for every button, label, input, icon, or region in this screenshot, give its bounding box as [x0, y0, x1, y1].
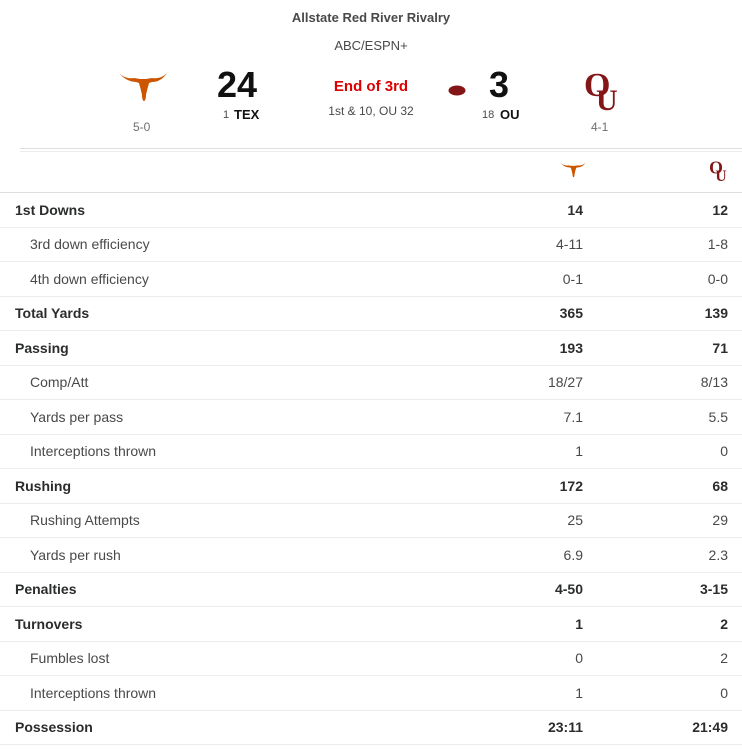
home-stat-value: 6.9: [433, 537, 583, 573]
away-stat-value: 3-15: [583, 572, 742, 607]
stat-label: Turnovers: [0, 606, 433, 642]
away-stat-value: 71: [583, 330, 742, 366]
away-stat-value: 21:49: [583, 710, 742, 745]
stat-row: Total Yards 365 139: [0, 296, 742, 331]
home-stat-value: 4-50: [433, 572, 583, 607]
stats-header-row: O U: [0, 152, 742, 193]
stat-label: 3rd down efficiency: [0, 227, 433, 262]
stat-row: Yards per rush 6.9 2.3: [0, 537, 742, 573]
home-stat-value: 1: [433, 606, 583, 642]
away-score: 3: [489, 64, 510, 105]
home-stat-value: 1: [433, 675, 583, 711]
stat-row: 1st Downs 14 12: [0, 192, 742, 228]
stat-row: Passing 193 71: [0, 330, 742, 366]
home-stat-value: 23:11: [433, 710, 583, 745]
home-team-abbr[interactable]: TEX: [234, 107, 260, 122]
home-stat-value: 1: [433, 434, 583, 469]
home-stat-value: 18/27: [433, 365, 583, 400]
game-status: End of 3rd: [333, 78, 409, 95]
stat-row: Rushing Attempts 25 29: [0, 503, 742, 538]
home-stat-value: 25: [433, 503, 583, 538]
svg-text:U: U: [596, 84, 618, 112]
longhorn-small-icon: [560, 162, 586, 177]
home-stat-value: 172: [433, 468, 583, 504]
stat-label-header: [0, 152, 433, 193]
home-stat-value: 193: [433, 330, 583, 366]
away-rank: 18: [482, 109, 495, 121]
stat-row: Penalties 4-50 3-15: [0, 572, 742, 607]
header-divider: [20, 148, 742, 149]
stat-row: Possession 23:11 21:49: [0, 710, 742, 745]
stat-label: Passing: [0, 330, 433, 366]
home-score: 24: [217, 64, 258, 105]
home-stat-value: 7.1: [433, 399, 583, 435]
stat-label: Possession: [0, 710, 433, 745]
away-stat-value: 0-0: [583, 261, 742, 297]
down-distance: 1st & 10, OU 32: [328, 104, 414, 118]
stat-row: Turnovers 1 2: [0, 606, 742, 642]
stat-label: Rushing: [0, 468, 433, 504]
home-stat-value: 365: [433, 296, 583, 331]
away-stat-value: 1-8: [583, 227, 742, 262]
stat-label: Interceptions thrown: [0, 675, 433, 711]
away-column-header: O U: [583, 152, 742, 193]
home-stat-value: 4-11: [433, 227, 583, 262]
away-record: 4-1: [591, 120, 609, 134]
stat-row: Fumbles lost 0 2: [0, 641, 742, 676]
home-stat-value: 14: [433, 192, 583, 228]
away-stat-value: 12: [583, 192, 742, 228]
stat-row: Interceptions thrown 1 0: [0, 675, 742, 711]
away-stat-value: 139: [583, 296, 742, 331]
away-stat-value: 68: [583, 468, 742, 504]
home-rank: 1: [223, 109, 230, 121]
stat-label: 4th down efficiency: [0, 261, 433, 297]
longhorn-logo-icon[interactable]: [118, 70, 168, 104]
away-team-abbr[interactable]: OU: [500, 107, 520, 122]
svg-text:U: U: [715, 167, 726, 181]
home-stat-value: 0: [433, 641, 583, 676]
svg-text:O: O: [584, 67, 610, 104]
away-stat-value: 2: [583, 641, 742, 676]
football-possession-icon: [448, 85, 466, 96]
stat-label: Total Yards: [0, 296, 433, 331]
stat-label: Yards per pass: [0, 399, 433, 435]
stat-label: 1st Downs: [0, 192, 433, 228]
stat-label: Interceptions thrown: [0, 434, 433, 469]
stat-label: Penalties: [0, 572, 433, 607]
scoreboard-header: Allstate Red River Rivalry ABC/ESPN+ 24 …: [0, 0, 742, 148]
home-record: 5-0: [133, 120, 151, 134]
stat-row: Interceptions thrown 1 0: [0, 434, 742, 469]
team-stats-table: O U 1st Downs 14 12 3rd down efficiency 4-1…: [0, 152, 742, 745]
stat-row: 4th down efficiency 0-1 0-0: [0, 261, 742, 297]
stat-label: Fumbles lost: [0, 641, 433, 676]
stat-row: 3rd down efficiency 4-11 1-8: [0, 227, 742, 262]
stat-row: Comp/Att 18/27 8/13: [0, 365, 742, 400]
stat-row: Rushing 172 68: [0, 468, 742, 504]
stat-row: Yards per pass 7.1 5.5: [0, 399, 742, 435]
away-stat-value: 2: [583, 606, 742, 642]
event-title: Allstate Red River Rivalry: [291, 10, 451, 25]
home-column-header: [433, 152, 586, 193]
home-stat-value: 0-1: [433, 261, 583, 297]
away-stat-value: 8/13: [583, 365, 742, 400]
ou-logo-icon[interactable]: O U: [582, 66, 620, 112]
away-stat-value: 0: [583, 434, 742, 469]
away-stat-value: 0: [583, 675, 742, 711]
broadcast-network: ABC/ESPN+: [334, 38, 408, 53]
away-stat-value: 5.5: [583, 399, 742, 435]
stat-label: Comp/Att: [0, 365, 433, 400]
svg-text:O: O: [709, 158, 723, 178]
stat-label: Yards per rush: [0, 537, 433, 573]
stat-label: Rushing Attempts: [0, 503, 433, 538]
away-stat-value: 29: [583, 503, 742, 538]
header-divider-secondary: [20, 151, 742, 152]
ou-small-icon: O U: [709, 158, 727, 182]
away-stat-value: 2.3: [583, 537, 742, 573]
